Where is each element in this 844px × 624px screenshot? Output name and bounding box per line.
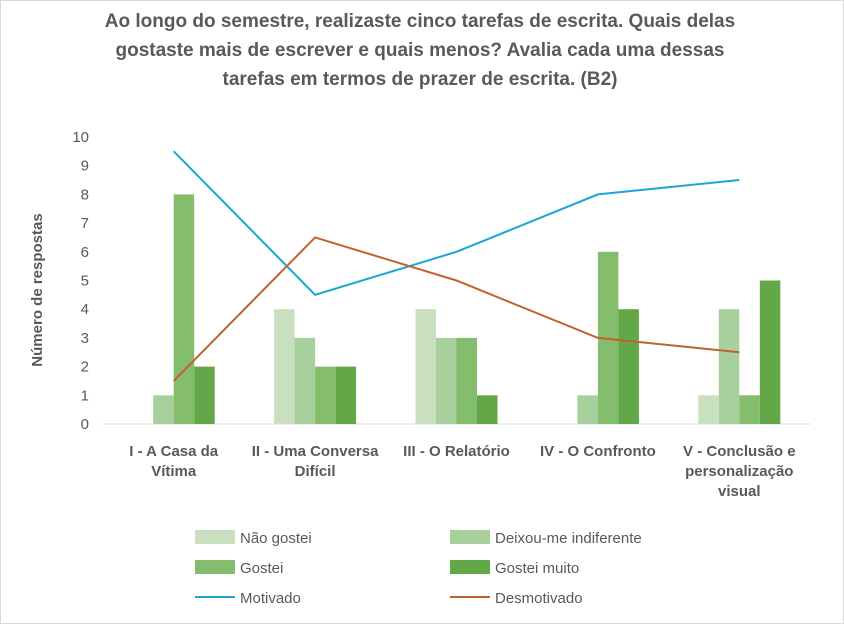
legend-label: Motivado: [240, 590, 301, 607]
bar: [477, 395, 498, 424]
legend-label: Deixou-me indiferente: [495, 530, 642, 547]
x-tick-label: IV - O Confronto: [540, 443, 656, 460]
bar: [698, 395, 719, 424]
legend-label: Desmotivado: [495, 590, 583, 607]
legend-swatch: [195, 530, 235, 544]
bar: [335, 366, 357, 424]
y-tick-label: 9: [81, 158, 89, 175]
line-series: [172, 236, 740, 382]
bar: [194, 366, 215, 424]
y-tick-label: 8: [81, 186, 89, 203]
x-tick-label: II - Uma Conversa Difícil: [252, 443, 379, 480]
x-tick-label: III - O Relatório: [403, 443, 510, 460]
bar: [315, 366, 336, 424]
y-tick-label: 3: [81, 330, 89, 347]
y-tick-label: 1: [81, 387, 89, 404]
bar: [618, 309, 639, 424]
bar: [718, 309, 740, 424]
bar: [436, 337, 457, 424]
legend-swatch: [450, 530, 490, 544]
x-tick-label: V - Conclusão e personalização visual: [683, 443, 796, 500]
bar: [415, 309, 436, 424]
line-series: [172, 150, 740, 296]
legend-label: Gostei: [240, 560, 283, 577]
legend-label: Gostei muito: [495, 560, 579, 577]
y-tick-label: 5: [81, 273, 89, 290]
y-tick-label: 2: [81, 359, 89, 376]
bar: [759, 280, 781, 424]
y-tick-label: 4: [81, 301, 89, 318]
y-tick-label: 7: [81, 215, 89, 232]
bar: [294, 337, 316, 424]
bar: [274, 309, 295, 424]
bar: [173, 194, 195, 424]
legend-swatch: [195, 560, 235, 574]
y-axis-title: Número de respostas: [29, 213, 46, 366]
y-tick-label: 0: [81, 416, 89, 433]
y-tick-label: 10: [72, 129, 89, 146]
legend-swatch: [450, 560, 490, 574]
bar: [739, 395, 760, 424]
bar: [577, 395, 598, 424]
y-tick-label: 6: [81, 244, 89, 261]
bar: [456, 337, 477, 424]
bar: [597, 251, 619, 424]
chart-title: Ao longo do semestre, realizaste cinco t…: [105, 11, 735, 90]
bar: [153, 395, 174, 424]
x-tick-label: I - A Casa da Vítima: [129, 443, 219, 480]
legend-label: Não gostei: [240, 530, 312, 547]
